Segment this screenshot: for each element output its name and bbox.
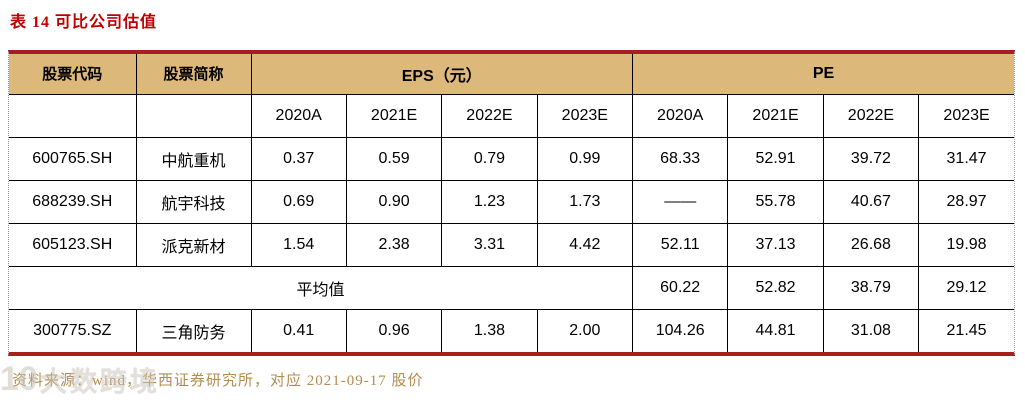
eps-value-cell: 4.42 <box>536 222 634 267</box>
pe-value-cell: —— <box>631 179 729 224</box>
eps-value-cell: 2.00 <box>536 308 634 352</box>
average-row: 平均值 60.22 52.82 38.79 29.12 <box>9 265 1014 310</box>
pe-average-cell: 52.82 <box>727 265 824 310</box>
year-header-cell: 2022E <box>441 93 538 138</box>
valuation-table-container: 股票代码 股票简称 EPS（元） PE 2020A 2021E 2022E 20… <box>8 50 1015 356</box>
pe-value-cell: 31.08 <box>822 308 920 352</box>
stock-code-cell: 605123.SH <box>9 222 137 267</box>
stock-code-cell: 688239.SH <box>9 179 137 224</box>
valuation-table: 股票代码 股票简称 EPS（元） PE 2020A 2021E 2022E 20… <box>9 54 1014 352</box>
pe-average-cell: 60.22 <box>631 265 729 310</box>
eps-value-cell: 0.41 <box>250 308 347 352</box>
table-row: 600765.SH 中航重机 0.37 0.59 0.79 0.99 68.33… <box>9 136 1014 181</box>
col-header-pe-group: PE <box>632 54 1014 95</box>
year-header-cell: 2020A <box>250 93 347 138</box>
year-header-cell: 2022E <box>822 93 920 138</box>
eps-value-cell: 1.54 <box>250 222 347 267</box>
average-label-cell: 平均值 <box>9 265 633 310</box>
empty-cell <box>135 93 252 138</box>
stock-code-cell: 300775.SZ <box>9 308 137 352</box>
pe-value-cell: 19.98 <box>918 222 1014 267</box>
table-row: 605123.SH 派克新材 1.54 2.38 3.31 4.42 52.11… <box>9 222 1014 267</box>
eps-value-cell: 1.73 <box>536 179 634 224</box>
eps-value-cell: 1.38 <box>441 308 538 352</box>
table-group-header-row: 股票代码 股票简称 EPS（元） PE <box>9 54 1014 95</box>
eps-value-cell: 0.79 <box>441 136 538 181</box>
pe-value-cell: 52.91 <box>727 136 824 181</box>
eps-value-cell: 0.69 <box>250 179 347 224</box>
eps-value-cell: 0.59 <box>345 136 443 181</box>
pe-value-cell: 31.47 <box>918 136 1014 181</box>
pe-value-cell: 28.97 <box>918 179 1014 224</box>
pe-value-cell: 55.78 <box>727 179 824 224</box>
year-header-cell: 2021E <box>727 93 824 138</box>
table-row: 300775.SZ 三角防务 0.41 0.96 1.38 2.00 104.2… <box>9 308 1014 352</box>
year-header-cell: 2023E <box>536 93 634 138</box>
col-header-stock-code: 股票代码 <box>9 54 137 95</box>
pe-average-cell: 38.79 <box>822 265 920 310</box>
col-header-stock-name: 股票简称 <box>135 54 252 95</box>
pe-value-cell: 52.11 <box>631 222 729 267</box>
year-header-cell: 2023E <box>918 93 1014 138</box>
stock-name-cell: 派克新材 <box>135 222 252 267</box>
pe-average-cell: 29.12 <box>918 265 1014 310</box>
table-row: 688239.SH 航宇科技 0.69 0.90 1.23 1.73 —— 55… <box>9 179 1014 224</box>
pe-value-cell: 26.68 <box>822 222 920 267</box>
col-header-eps-group: EPS（元） <box>250 54 633 95</box>
stock-code-cell: 600765.SH <box>9 136 137 181</box>
eps-value-cell: 2.38 <box>345 222 443 267</box>
eps-value-cell: 0.37 <box>250 136 347 181</box>
pe-value-cell: 21.45 <box>918 308 1014 352</box>
year-header-cell: 2021E <box>345 93 443 138</box>
pe-value-cell: 40.67 <box>822 179 920 224</box>
stock-name-cell: 航宇科技 <box>135 179 252 224</box>
eps-value-cell: 0.99 <box>536 136 634 181</box>
pe-value-cell: 68.33 <box>631 136 729 181</box>
pe-value-cell: 104.26 <box>631 308 729 352</box>
table-title: 表 14 可比公司估值 <box>10 14 158 31</box>
source-note: 资料来源：wind，华西证券研究所，对应 2021-09-17 股价 <box>12 373 424 389</box>
empty-cell <box>9 93 137 138</box>
eps-value-cell: 3.31 <box>441 222 538 267</box>
stock-name-cell: 三角防务 <box>135 308 252 352</box>
eps-value-cell: 0.90 <box>345 179 443 224</box>
pe-value-cell: 39.72 <box>822 136 920 181</box>
eps-value-cell: 0.96 <box>345 308 443 352</box>
table-year-header-row: 2020A 2021E 2022E 2023E 2020A 2021E 2022… <box>9 93 1014 138</box>
pe-value-cell: 44.81 <box>727 308 824 352</box>
year-header-cell: 2020A <box>631 93 729 138</box>
pe-value-cell: 37.13 <box>727 222 824 267</box>
eps-value-cell: 1.23 <box>441 179 538 224</box>
stock-name-cell: 中航重机 <box>135 136 252 181</box>
